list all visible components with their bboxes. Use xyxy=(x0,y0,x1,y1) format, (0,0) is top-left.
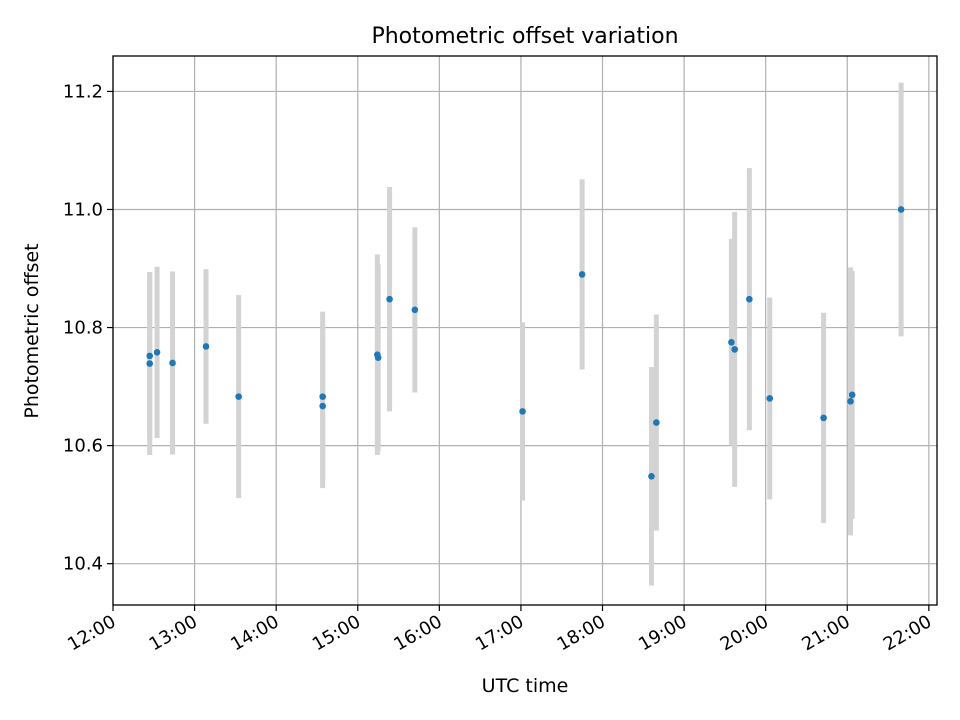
y-axis-title: Photometric offset xyxy=(21,243,43,418)
data-point xyxy=(319,402,326,410)
data-point xyxy=(820,414,827,422)
data-point xyxy=(153,349,161,356)
y-tick-label: 10.4 xyxy=(63,554,103,575)
data-point xyxy=(648,473,655,480)
data-point xyxy=(653,419,660,426)
data-point xyxy=(766,395,774,402)
data-point xyxy=(235,393,242,400)
y-axis-ticks: 10.4 10.6 10.8 11.0 11.2 xyxy=(63,81,113,575)
data-point xyxy=(146,360,154,367)
data-point xyxy=(519,408,526,415)
data-point xyxy=(728,339,735,346)
data-point xyxy=(848,391,856,399)
data-point xyxy=(731,346,738,353)
data-point xyxy=(202,343,210,350)
y-tick-label: 11.0 xyxy=(63,199,103,220)
x-axis-title: UTC time xyxy=(482,675,569,697)
data-points xyxy=(146,206,905,480)
data-point xyxy=(411,306,419,314)
y-tick-label: 10.8 xyxy=(63,318,103,339)
data-point xyxy=(897,206,905,213)
plot-frame xyxy=(112,55,938,606)
y-tick-label: 11.2 xyxy=(63,81,103,102)
data-point xyxy=(578,271,586,278)
data-point xyxy=(374,354,382,361)
data-point xyxy=(319,393,326,400)
data-point xyxy=(847,398,854,405)
data-point xyxy=(746,295,753,303)
data-point xyxy=(386,295,393,303)
y-tick-label: 10.6 xyxy=(63,436,103,457)
chart-title: Photometric offset variation xyxy=(371,24,678,49)
data-point xyxy=(146,352,154,360)
data-point xyxy=(169,359,176,367)
